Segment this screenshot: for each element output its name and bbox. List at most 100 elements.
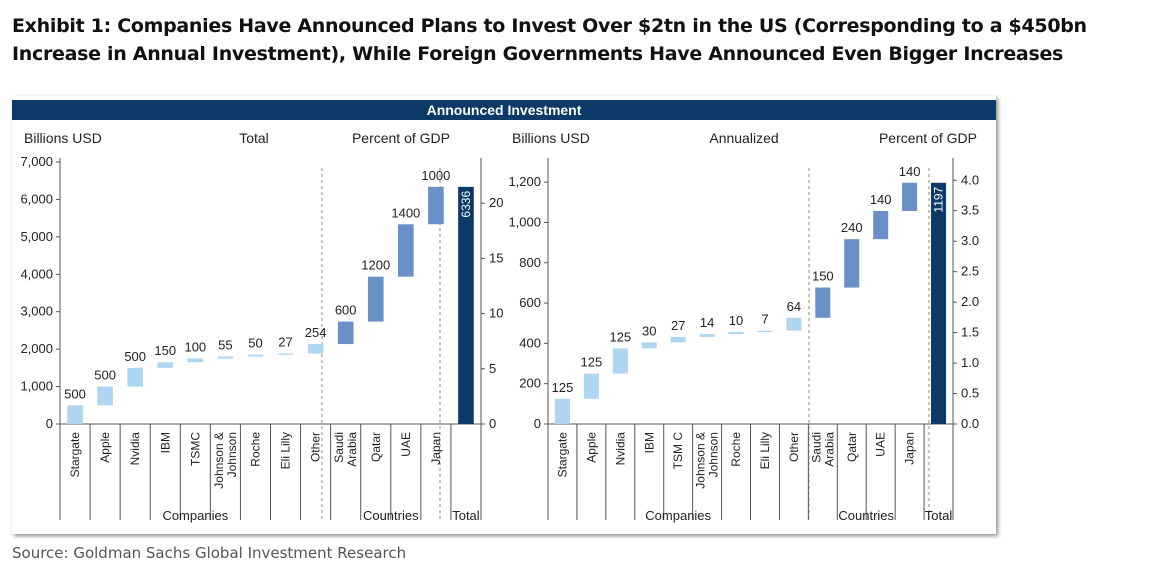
chart2-value-label: 125: [552, 380, 574, 395]
chart1-x-tick-label: Eli Lilly: [279, 432, 293, 469]
chart1-y2-tick-label: 0: [489, 416, 496, 431]
chart1-y2-axis-label: Percent of GDP: [352, 130, 450, 146]
chart1-value-label: 500: [64, 386, 86, 401]
chart2-y2-tick-label: 3.0: [961, 233, 979, 248]
chart1-y-tick-label: 3,000: [20, 304, 53, 319]
chart2-x-tick-label: Saudi: [809, 432, 823, 463]
chart2-y2-tick-label: 0.0: [961, 416, 979, 431]
chart1-y-tick-label: 5,000: [20, 229, 53, 244]
chart1-value-label: 1000: [421, 168, 450, 183]
chart1-bar-eli-lilly: [277, 353, 294, 355]
chart1-value-label: 27: [278, 335, 292, 350]
chart2-bar-total: [931, 182, 947, 424]
chart2-y2-tick-label: 0.5: [961, 386, 979, 401]
announced-investment-chart: Announced Investment Billions USD Total Per…: [12, 100, 996, 523]
chart1-bar-johnson-johnson: [217, 356, 234, 359]
chart2-value-label: 10: [729, 313, 743, 328]
chart2-y-tick-label: 200: [519, 376, 541, 391]
chart1-bar-japan: [428, 186, 444, 225]
chart1-value-label: 150: [154, 343, 176, 358]
chart1-y2-tick-label: 20: [489, 195, 503, 210]
chart1-bar-uae: [398, 224, 414, 277]
chart2-value-label: 27: [671, 318, 685, 333]
chart1-x-tick-label: Qatar: [369, 432, 383, 462]
chart2-x-tick-label: Qatar: [845, 432, 859, 462]
chart2-y-tick-label: 1,000: [508, 214, 541, 229]
chart2-y2-tick-label: 4.0: [961, 172, 979, 187]
chart1-value-label: 1400: [391, 205, 420, 220]
chart2-value-label: 140: [899, 164, 921, 179]
chart2-value-label: 14: [700, 315, 714, 330]
chart2-bar-stargate: [554, 398, 570, 424]
chart2-y-tick-label: 400: [519, 335, 541, 350]
chart1-bar-tsmc: [187, 358, 204, 363]
chart2-bar-ibm: [641, 342, 657, 349]
chart2-y2-tick-label: 3.5: [961, 203, 979, 218]
chart1-title: Total: [239, 130, 269, 146]
chart2-y-axis-label: Billions USD: [512, 130, 590, 146]
chart2-group-label-total: Total: [925, 508, 953, 523]
chart1-y2-tick-label: 15: [489, 250, 503, 265]
chart1-x-tick-label: Apple: [98, 432, 112, 463]
chart1-y-tick-label: 1,000: [20, 379, 53, 394]
chart1-group-label-countries: Countries: [363, 508, 419, 523]
chart1-x-tick-label: UAE: [399, 432, 413, 457]
chart2-x-tick-label: Arabia: [822, 432, 836, 467]
chart1-x-tick-label: Saudi: [332, 432, 346, 463]
chart2-group-label-countries: Countries: [838, 508, 894, 523]
chart2-total-value-label: 1197: [932, 186, 946, 212]
chart1-x-tick-label: Nvidia: [128, 432, 142, 466]
chart1-value-label: 100: [184, 340, 206, 355]
chart2-value-label: 125: [581, 355, 603, 370]
chart1-bar-nvidia: [127, 367, 143, 387]
chart2-x-tick-label: Roche: [729, 432, 743, 467]
chart1-x-tick-label: Stargate: [68, 432, 82, 478]
chart2-group-label-companies: Companies: [645, 508, 711, 523]
chart2-bar-saudi-arabia: [815, 287, 831, 318]
chart2-value-label: 64: [787, 299, 801, 314]
chart2-x-tick-label: Other: [787, 432, 801, 462]
chart2-x-tick-label: TSM C: [671, 432, 685, 470]
chart2-bar-qatar: [844, 239, 860, 288]
chart2-bar-other: [786, 317, 802, 331]
chart1-bar-ibm: [157, 362, 174, 368]
chart1-bar-other: [307, 344, 324, 354]
chart-panel: Announced Investment Billions USD Total Per…: [12, 96, 996, 534]
chart2-y2-tick-label: 1.0: [961, 355, 979, 370]
chart1-value-label: 500: [94, 368, 116, 383]
source-note: Source: Goldman Sachs Global Investment …: [12, 544, 407, 562]
chart2-bar-japan: [902, 182, 918, 211]
chart1-value-label: 254: [305, 325, 327, 340]
chart2-title: Annualized: [709, 130, 778, 146]
chart1-x-tick-label: Johnson &: [212, 432, 226, 489]
chart2-value-label: 125: [609, 329, 631, 344]
chart2-x-tick-label: Apple: [584, 432, 598, 463]
chart2-y-tick-label: 600: [519, 295, 541, 310]
chart2-value-label: 150: [812, 269, 834, 284]
chart2-x-tick-label: IBM: [642, 432, 656, 453]
chart1-x-tick-label: Other: [309, 432, 323, 462]
chart2-y-tick-label: 0: [534, 416, 541, 431]
chart1-total-value-label: 6336: [459, 191, 473, 218]
chart2-bar-eli-lilly: [757, 330, 773, 333]
chart2-x-tick-label: Johnson &: [694, 432, 708, 489]
chart1-x-tick-label: Johnson: [225, 432, 239, 477]
chart2-bar-apple: [583, 373, 599, 399]
chart2-x-tick-label: Stargate: [555, 432, 569, 478]
chart2-x-tick-label: Japan: [903, 432, 917, 465]
chart1-bar-total: [458, 186, 474, 424]
chart2-bar-tsmc: [670, 336, 686, 343]
chart1-bar-stargate: [67, 405, 83, 424]
chart1-group-label-total: Total: [452, 508, 480, 523]
chart1-y-tick-label: 0: [46, 416, 53, 431]
chart2-value-label: 7: [761, 312, 768, 327]
chart2-x-tick-label: Eli Lilly: [758, 432, 772, 469]
chart2-bar-roche: [728, 332, 744, 335]
banner-title: Announced Investment: [427, 102, 582, 118]
chart1-y-tick-label: 2,000: [20, 341, 53, 356]
chart1-y2-tick-label: 10: [489, 306, 503, 321]
chart1-value-label: 600: [335, 303, 357, 318]
chart1-value-label: 55: [218, 337, 232, 352]
chart1-bar-qatar: [367, 276, 384, 322]
chart1-bar-apple: [97, 386, 113, 406]
